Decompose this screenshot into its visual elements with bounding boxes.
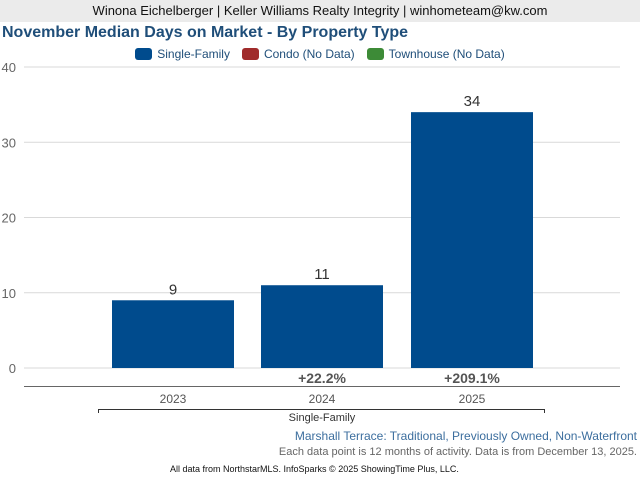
legend-swatch bbox=[241, 48, 259, 60]
legend-item-condo[interactable]: Condo (No Data) bbox=[241, 46, 355, 62]
x-tick-label: 2023 bbox=[160, 392, 187, 406]
y-tick-label: 30 bbox=[2, 135, 16, 150]
legend-label: Townhouse (No Data) bbox=[388, 47, 505, 61]
bar-2025 bbox=[411, 112, 533, 369]
data-credit: All data from NorthstarMLS. InfoSparks ©… bbox=[170, 464, 459, 474]
bar-2024 bbox=[261, 285, 383, 368]
data-note: Each data point is 12 months of activity… bbox=[278, 446, 637, 458]
chart-title: November Median Days on Market - By Prop… bbox=[2, 24, 409, 41]
legend-item-townhouse[interactable]: Townhouse (No Data) bbox=[366, 46, 505, 62]
y-tick-label: 40 bbox=[2, 60, 16, 75]
y-tick-label: 0 bbox=[9, 361, 16, 376]
y-tick-label: 20 bbox=[2, 211, 16, 226]
agent-header: Winona Eichelberger | Keller Williams Re… bbox=[0, 0, 640, 22]
legend-swatch bbox=[366, 48, 384, 60]
group-label: Single-Family bbox=[289, 412, 356, 424]
chart-subtitle: Marshall Terrace: Traditional, Previousl… bbox=[294, 429, 637, 443]
change-label: +209.1% bbox=[444, 370, 500, 386]
legend-label: Condo (No Data) bbox=[263, 47, 355, 61]
y-tick-label: 10 bbox=[2, 286, 16, 301]
chart-plot: 0 10 20 30 40 9 2023 11 +22.2% 2024 34 +209.1% 2025 S… bbox=[2, 60, 620, 424]
data-label: 11 bbox=[314, 266, 330, 283]
x-tick-label: 2025 bbox=[459, 392, 486, 406]
group-bracket bbox=[98, 409, 545, 413]
change-label: +22.2% bbox=[298, 370, 346, 386]
bar-2023 bbox=[112, 300, 234, 368]
data-label: 9 bbox=[169, 281, 177, 298]
legend-label: Single-Family bbox=[157, 47, 230, 61]
legend: Single-Family Condo (No Data) Townhouse … bbox=[0, 46, 640, 62]
legend-swatch bbox=[135, 48, 153, 60]
legend-item-single-family[interactable]: Single-Family bbox=[135, 46, 230, 62]
x-tick-label: 2024 bbox=[309, 392, 336, 406]
data-label: 34 bbox=[464, 93, 481, 110]
